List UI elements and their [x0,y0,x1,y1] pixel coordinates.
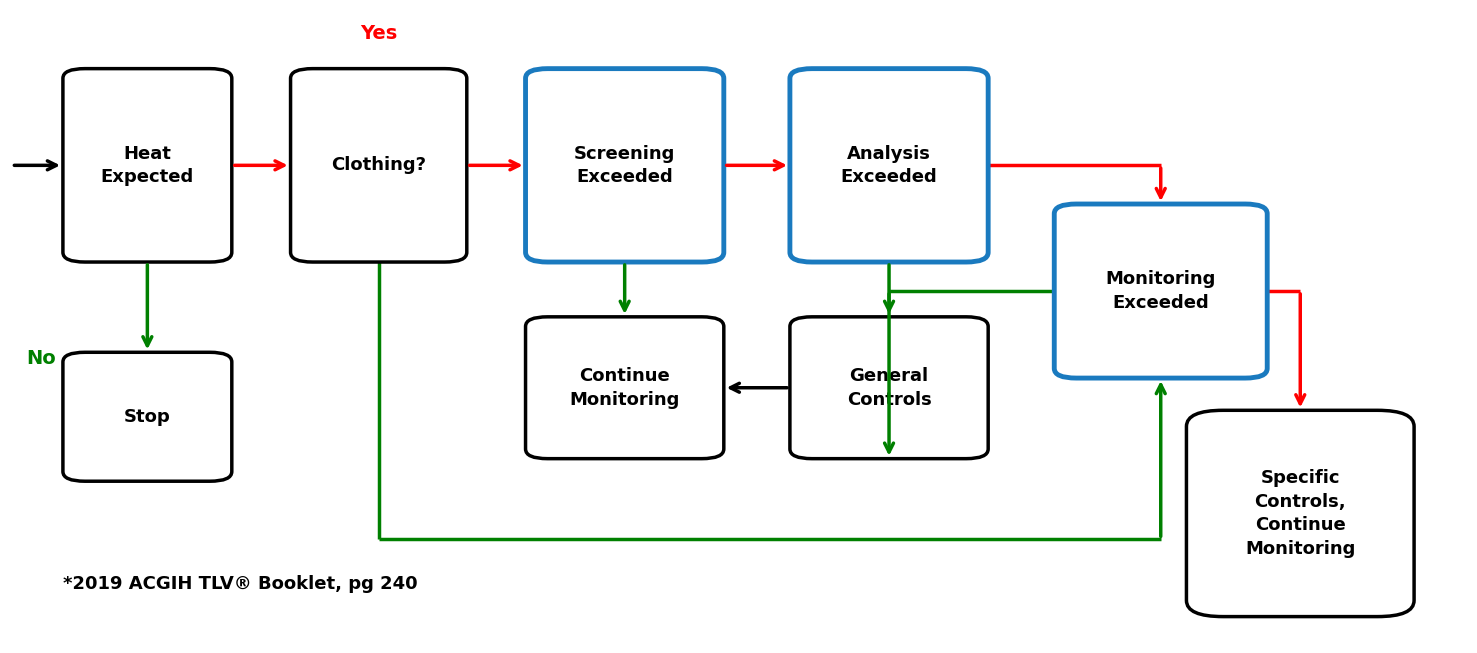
Text: Screening
Exceeded: Screening Exceeded [575,144,675,186]
Text: General
Controls: General Controls [846,367,932,409]
FancyBboxPatch shape [64,352,232,481]
FancyBboxPatch shape [1186,410,1413,616]
Text: *2019 ACGIH TLV® Booklet, pg 240: *2019 ACGIH TLV® Booklet, pg 240 [64,575,418,594]
FancyBboxPatch shape [526,69,724,262]
FancyBboxPatch shape [1055,204,1267,378]
Text: No: No [27,349,56,368]
Text: Stop: Stop [124,407,171,426]
Text: Continue
Monitoring: Continue Monitoring [570,367,679,409]
Text: Heat
Expected: Heat Expected [100,144,193,186]
Text: Yes: Yes [360,24,397,42]
Text: Clothing?: Clothing? [331,156,427,174]
Text: Specific
Controls,
Continue
Monitoring: Specific Controls, Continue Monitoring [1245,469,1356,558]
FancyBboxPatch shape [790,317,988,458]
Text: Monitoring
Exceeded: Monitoring Exceeded [1106,270,1216,312]
FancyBboxPatch shape [64,69,232,262]
Text: Analysis
Exceeded: Analysis Exceeded [840,144,938,186]
FancyBboxPatch shape [291,69,467,262]
FancyBboxPatch shape [790,69,988,262]
FancyBboxPatch shape [526,317,724,458]
